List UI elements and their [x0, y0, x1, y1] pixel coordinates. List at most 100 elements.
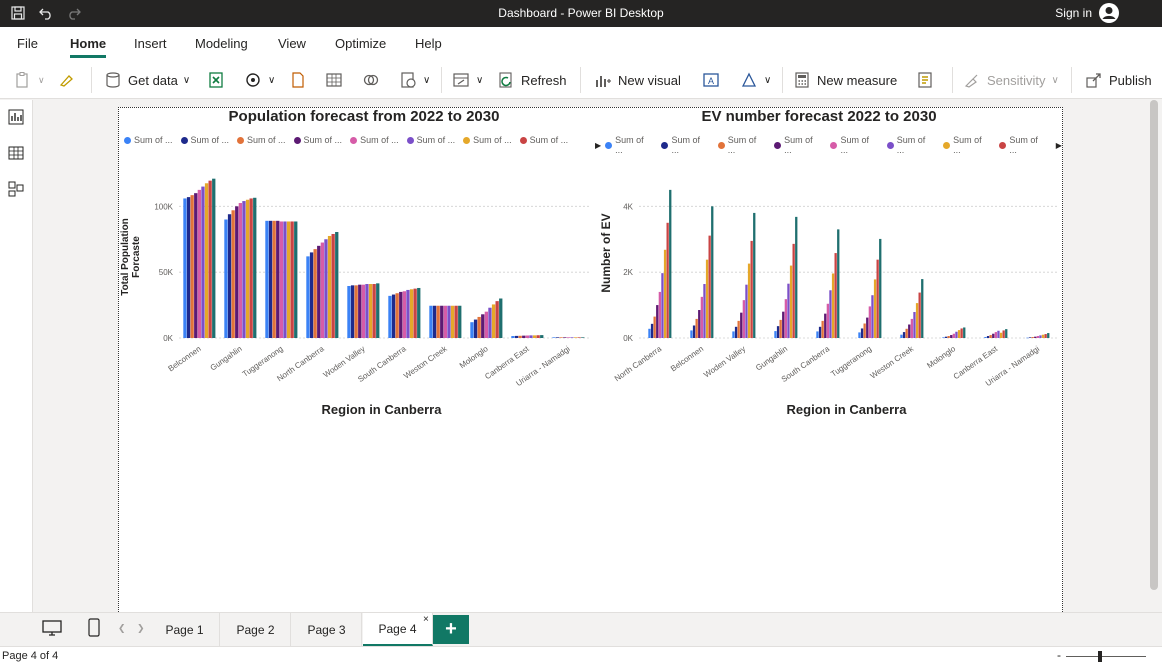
bar[interactable] — [986, 336, 990, 338]
bar[interactable] — [1034, 336, 1037, 338]
bar[interactable] — [204, 183, 209, 338]
bar[interactable] — [711, 206, 714, 338]
bar[interactable] — [395, 293, 399, 338]
bar[interactable] — [365, 284, 369, 338]
bar[interactable] — [361, 284, 365, 338]
bar[interactable] — [866, 317, 869, 338]
bar[interactable] — [656, 305, 659, 338]
bar[interactable] — [824, 313, 827, 338]
bar[interactable] — [834, 253, 837, 338]
bar[interactable] — [581, 337, 585, 338]
bar[interactable] — [358, 284, 362, 338]
bar[interactable] — [488, 307, 492, 338]
bar[interactable] — [1002, 330, 1005, 338]
bar[interactable] — [705, 259, 709, 338]
redo-icon[interactable] — [65, 4, 83, 22]
bar[interactable] — [283, 221, 287, 338]
menu-help[interactable]: Help — [415, 36, 442, 51]
bar[interactable] — [905, 328, 908, 338]
bar[interactable] — [745, 284, 748, 338]
menu-insert[interactable]: Insert — [134, 36, 167, 51]
save-icon[interactable] — [9, 4, 27, 22]
tab-page-2[interactable]: Page 2 — [221, 613, 291, 646]
bar[interactable] — [518, 335, 522, 338]
bar[interactable] — [265, 220, 269, 338]
bar[interactable] — [737, 320, 740, 338]
bar[interactable] — [309, 252, 314, 338]
legend-item[interactable]: Sum of ... — [237, 135, 286, 145]
bar[interactable] — [552, 337, 556, 338]
legend-item[interactable]: Sum of ... — [463, 135, 512, 145]
avatar[interactable] — [1099, 3, 1119, 23]
bar[interactable] — [863, 323, 866, 338]
bar[interactable] — [491, 304, 496, 338]
more-visuals-button[interactable]: ∨ — [740, 69, 771, 91]
bar[interactable] — [224, 219, 228, 339]
menu-file[interactable]: File — [17, 36, 38, 51]
bar[interactable] — [499, 298, 503, 339]
bar[interactable] — [1041, 334, 1045, 338]
legend-next-icon[interactable]: ▶ — [1055, 140, 1062, 150]
bar[interactable] — [536, 335, 540, 338]
transform-data-button[interactable]: ∨ — [452, 69, 483, 91]
legend-item[interactable]: Sum of ... — [943, 135, 991, 155]
sensitivity-button[interactable]: Sensitivity ∨ — [963, 69, 1059, 91]
bar[interactable] — [826, 303, 829, 338]
bar[interactable] — [963, 327, 966, 338]
ev-chart-legend[interactable]: ▶ Sum of ... Sum of ... Sum of ... Sum o… — [595, 135, 1062, 155]
bar[interactable] — [481, 314, 485, 338]
bar[interactable] — [753, 212, 756, 338]
bar[interactable] — [837, 229, 840, 338]
bar[interactable] — [821, 320, 824, 338]
legend-item[interactable]: Sum of ... — [830, 135, 878, 155]
bar[interactable] — [290, 221, 294, 338]
dataverse-button[interactable] — [362, 69, 386, 91]
bar[interactable] — [816, 331, 819, 338]
menu-home[interactable]: Home — [70, 36, 107, 51]
bar[interactable] — [473, 319, 478, 338]
bar[interactable] — [253, 197, 257, 338]
bar[interactable] — [511, 336, 515, 338]
legend-item[interactable]: Sum of ... — [999, 135, 1047, 155]
bar[interactable] — [391, 294, 396, 338]
bar[interactable] — [194, 193, 198, 338]
add-page-button[interactable]: + — [433, 615, 469, 644]
model-view-icon[interactable] — [7, 180, 25, 198]
sql-button[interactable] — [289, 69, 313, 91]
bar[interactable] — [525, 335, 529, 338]
bar[interactable] — [666, 222, 669, 338]
bar[interactable] — [320, 242, 324, 338]
undo-icon[interactable] — [37, 4, 55, 22]
bar[interactable] — [950, 335, 953, 338]
bar[interactable] — [335, 232, 339, 338]
bar[interactable] — [417, 287, 421, 338]
bar[interactable] — [1028, 337, 1032, 338]
bar[interactable] — [900, 334, 903, 338]
bar[interactable] — [944, 336, 948, 338]
bar[interactable] — [245, 199, 250, 338]
bar[interactable] — [413, 288, 417, 338]
bar[interactable] — [354, 285, 358, 338]
legend-item[interactable]: Sum of ... — [774, 135, 822, 155]
bar[interactable] — [952, 333, 955, 338]
bar[interactable] — [454, 305, 458, 338]
bar[interactable] — [447, 305, 451, 338]
bar[interactable] — [1044, 334, 1047, 338]
bar[interactable] — [750, 240, 753, 338]
bar[interactable] — [540, 335, 544, 338]
bar[interactable] — [573, 337, 578, 338]
bar[interactable] — [779, 319, 782, 338]
mobile-layout-icon[interactable] — [88, 618, 100, 643]
legend-item[interactable]: Sum of ... — [406, 135, 455, 145]
bar[interactable] — [388, 295, 392, 338]
menu-view[interactable]: View — [278, 36, 306, 51]
bar[interactable] — [918, 292, 921, 338]
bar[interactable] — [399, 291, 403, 338]
bar[interactable] — [458, 305, 462, 338]
close-tab-icon[interactable]: × — [423, 614, 429, 625]
new-measure-button[interactable]: New measure — [793, 69, 897, 91]
bar[interactable] — [947, 336, 950, 338]
quick-measure-button[interactable] — [916, 69, 940, 91]
tab-scroll-left-icon[interactable]: ❮ — [118, 623, 126, 633]
bar[interactable] — [908, 324, 911, 338]
